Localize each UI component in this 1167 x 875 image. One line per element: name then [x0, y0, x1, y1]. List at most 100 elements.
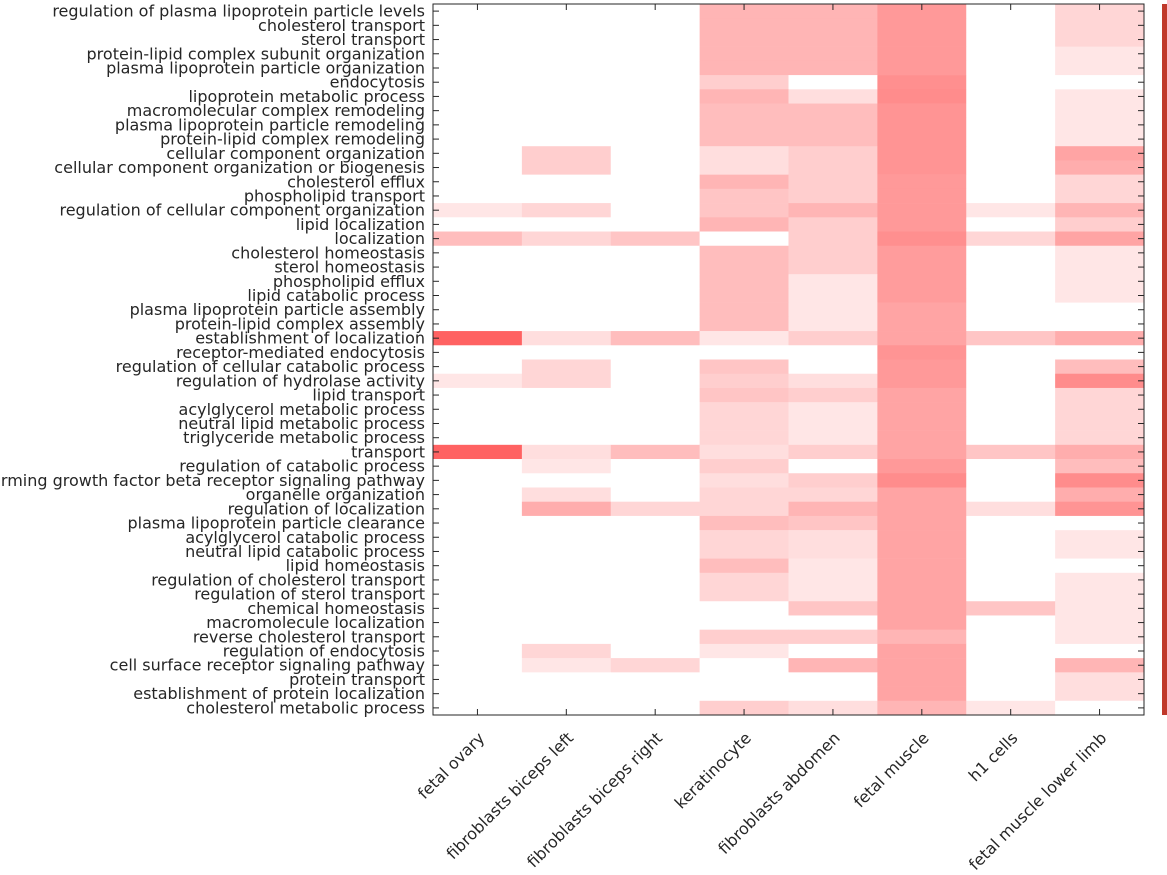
heatmap-cell: [966, 402, 1056, 417]
heatmap-cell: [877, 658, 967, 673]
heatmap-cell: [877, 331, 967, 346]
heatmap-cell: [521, 686, 612, 702]
heatmap-cell: [877, 601, 967, 616]
heatmap-cell: [1055, 131, 1145, 147]
heatmap-cell: [1055, 487, 1145, 502]
heatmap-cell: [1055, 658, 1145, 673]
heatmap-cell: [433, 203, 523, 218]
heatmap-cell: [877, 487, 967, 502]
heatmap-cell: [699, 75, 789, 90]
heatmap-cell: [610, 615, 700, 630]
heatmap-cell: [433, 658, 523, 673]
heatmap-cell: [788, 672, 878, 687]
heatmap-cell: [877, 259, 967, 275]
heatmap-cell: [521, 615, 612, 630]
heatmap-cell: [966, 89, 1056, 104]
heatmap-cell: [1055, 203, 1145, 218]
heatmap-cell: [521, 245, 612, 261]
heatmap-cell: [966, 316, 1056, 332]
heatmap-cell: [966, 473, 1056, 488]
heatmap-cell: [610, 515, 700, 531]
heatmap-cell: [877, 587, 967, 602]
row-label: phospholipid transport: [244, 186, 425, 205]
heatmap-cell: [877, 416, 967, 431]
heatmap-cell: [433, 188, 523, 204]
heatmap-cell: [433, 515, 523, 531]
heatmap-cell: [699, 117, 789, 133]
heatmap-cell: [521, 60, 612, 76]
heatmap-cell: [966, 615, 1056, 630]
heatmap-cell: [1055, 430, 1145, 446]
row-label: lipid transport: [312, 386, 425, 405]
heatmap-cell: [788, 274, 878, 289]
heatmap-cell: [610, 444, 700, 460]
heatmap-cell: [433, 18, 523, 33]
row-label: regulation of hydrolase activity: [176, 371, 425, 390]
heatmap-cell: [610, 117, 700, 133]
heatmap-cell: [699, 359, 789, 375]
heatmap-cell: [521, 587, 612, 602]
row-label: protein-lipid complex subunit organizati…: [87, 44, 425, 63]
heatmap-cell: [1055, 572, 1145, 588]
heatmap-cell: [610, 89, 700, 104]
heatmap-cell: [433, 629, 523, 645]
heatmap-cell: [966, 515, 1056, 531]
heatmap-cell: [788, 572, 878, 588]
heatmap-cell: [1055, 288, 1145, 303]
row-label: plasma lipoprotein particle organization: [106, 58, 425, 77]
heatmap-cell: [1055, 46, 1145, 62]
heatmap-cell: [877, 686, 967, 702]
heatmap-cell: [877, 117, 967, 133]
heatmap-cell: [877, 615, 967, 630]
heatmap-cell: [877, 316, 967, 332]
row-label: regulation of catabolic process: [179, 457, 425, 476]
heatmap-cell: [610, 643, 700, 659]
heatmap-cell: [610, 160, 700, 175]
heatmap-cell: [966, 188, 1056, 204]
row-label: macromolecule localization: [206, 613, 425, 632]
heatmap-cell: [699, 658, 789, 673]
heatmap-cell: [521, 459, 612, 474]
heatmap-cell: [433, 587, 523, 602]
heatmap-cell: [1055, 544, 1145, 559]
heatmap-cell: [610, 558, 700, 574]
row-label: establishment of protein localization: [133, 684, 425, 703]
heatmap-cell: [521, 387, 612, 403]
heatmap-cell: [877, 302, 967, 318]
row-label: regulation of sterol transport: [194, 585, 425, 604]
row-label: lipid catabolic process: [247, 286, 425, 305]
heatmap-cell: [788, 402, 878, 417]
heatmap-cell: [699, 430, 789, 446]
row-label: reverse cholesterol transport: [193, 627, 425, 646]
heatmap-cell: [877, 473, 967, 488]
heatmap-cell: [788, 558, 878, 574]
colorbar-edge: [1162, 4, 1167, 715]
heatmap-cell: [1055, 643, 1145, 659]
heatmap-cell: [521, 217, 612, 232]
heatmap-cell: [433, 444, 523, 460]
heatmap-cell: [521, 288, 612, 303]
heatmap-cell: [433, 60, 523, 76]
heatmap-cell: [788, 160, 878, 175]
axis-ticks: [433, 4, 1144, 715]
heatmap-cell: [788, 316, 878, 332]
heatmap-cell: [1055, 259, 1145, 275]
heatmap-cell: [966, 103, 1056, 119]
heatmap-cell: [788, 487, 878, 502]
heatmap-cell: [877, 188, 967, 204]
heatmap-cell: [699, 4, 789, 19]
heatmap-cell: [877, 245, 967, 261]
row-label: protein transport: [289, 670, 425, 689]
heatmap-cell: [521, 131, 612, 147]
heatmap-cell: [1055, 302, 1145, 318]
heatmap-cell: [610, 629, 700, 645]
heatmap-cell: [521, 316, 612, 332]
heatmap-cell: [1055, 331, 1145, 346]
heatmap-cell: [433, 75, 523, 90]
heatmap-cell: [521, 174, 612, 190]
heatmap-cell: [610, 587, 700, 602]
row-label: receptor-mediated endocytosis: [176, 343, 425, 362]
heatmap-cell: [966, 274, 1056, 289]
heatmap-cell: [433, 416, 523, 431]
heatmap-cell: [966, 430, 1056, 446]
